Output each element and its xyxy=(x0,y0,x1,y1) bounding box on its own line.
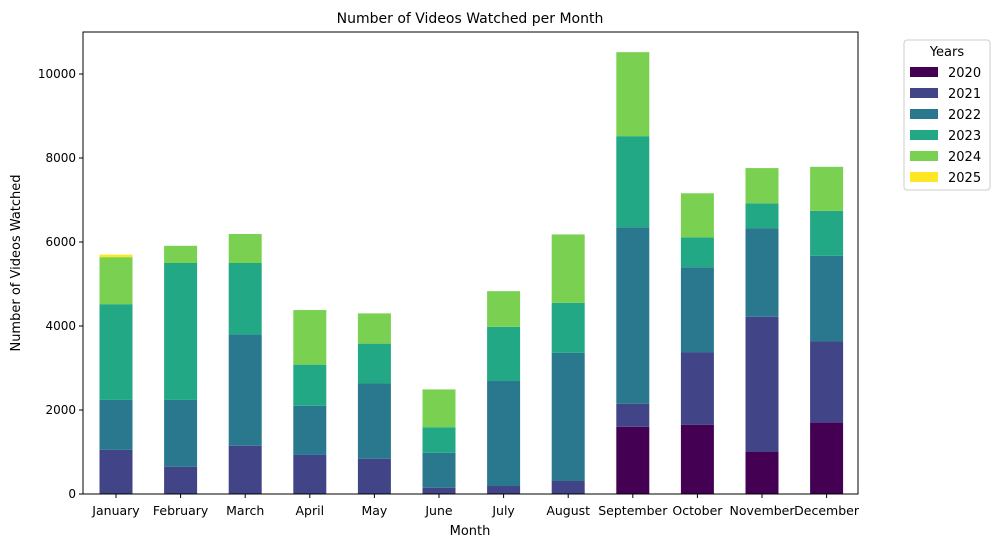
bar-segment-2020-september xyxy=(616,426,650,494)
legend-swatch-2020 xyxy=(910,67,938,77)
legend-swatch-2025 xyxy=(910,172,938,182)
bar-segment-2023-november xyxy=(745,203,779,229)
x-tick-label: October xyxy=(672,503,723,518)
bar-segment-2020-december xyxy=(810,422,844,494)
bar-segment-2023-july xyxy=(487,326,521,382)
bar-segment-2021-february xyxy=(164,466,198,494)
bar-segment-2024-january xyxy=(99,257,133,305)
bar-segment-2023-september xyxy=(616,136,650,228)
bar-segment-2025-january xyxy=(99,254,133,258)
bar-segment-2021-december xyxy=(810,341,844,423)
bar-segment-2023-february xyxy=(164,263,198,400)
y-tick-label: 2000 xyxy=(45,403,76,417)
y-tick-label: 0 xyxy=(68,487,76,501)
bar-segment-2022-june xyxy=(422,452,456,488)
bar-segment-2021-may xyxy=(357,458,391,494)
x-tick-label: December xyxy=(794,503,860,518)
plot-frame xyxy=(82,31,859,495)
legend-label-2021: 2021 xyxy=(948,87,981,102)
bar-segment-2024-february xyxy=(164,245,198,263)
bar-segment-2023-october xyxy=(680,237,714,268)
bar-segment-2024-november xyxy=(745,168,779,204)
legend-swatch-2024 xyxy=(910,151,938,161)
x-tick-label: February xyxy=(153,503,209,518)
chart-title: Number of Videos Watched per Month xyxy=(337,11,604,27)
bar-segment-2022-may xyxy=(357,383,391,459)
legend-label-2025: 2025 xyxy=(948,171,981,186)
x-tick-label: June xyxy=(424,503,453,518)
x-axis-label: Month xyxy=(450,524,491,539)
x-tick-label: July xyxy=(491,503,515,518)
x-tick-label: March xyxy=(226,503,264,518)
x-tick-label: January xyxy=(91,503,140,518)
legend-label-2022: 2022 xyxy=(948,108,981,123)
legend: Years 2020 2021 2022 2023 2024 2025 xyxy=(903,39,991,191)
y-tick-label: 6000 xyxy=(45,235,76,249)
bar-segment-2021-november xyxy=(745,316,779,452)
bar-segment-2023-march xyxy=(228,263,262,335)
bar-segment-2021-june xyxy=(422,487,456,494)
legend-label-2023: 2023 xyxy=(948,129,981,144)
bar-segment-2022-october xyxy=(680,267,714,353)
bar-segment-2022-january xyxy=(99,399,133,450)
legend-label-2020: 2020 xyxy=(948,66,981,81)
y-tick-label: 8000 xyxy=(45,151,76,165)
bar-segment-2022-december xyxy=(810,255,844,342)
bar-segment-2023-april xyxy=(293,364,327,406)
y-tick-label: 10000 xyxy=(38,67,76,81)
bar-segment-2021-march xyxy=(228,445,262,494)
legend-swatch-2021 xyxy=(910,88,938,98)
y-axis-label: Number of Videos Watched xyxy=(9,174,24,351)
bar-segment-2021-august xyxy=(551,480,585,494)
bar-segment-2021-april xyxy=(293,454,327,494)
bar-segment-2021-october xyxy=(680,352,714,425)
legend-label-2024: 2024 xyxy=(948,150,981,165)
legend-title: Years xyxy=(929,45,965,60)
x-tick-label: May xyxy=(361,503,387,518)
bar-segment-2023-august xyxy=(551,302,585,353)
x-tick-label: August xyxy=(546,503,590,518)
bar-segment-2020-october xyxy=(680,424,714,494)
bar-segment-2022-august xyxy=(551,352,585,481)
bar-segment-2023-may xyxy=(357,343,391,384)
bar-segment-2023-june xyxy=(422,427,456,453)
bar-segment-2022-february xyxy=(164,399,198,467)
bar-segment-2021-january xyxy=(99,449,133,494)
bar-segment-2022-november xyxy=(745,228,779,317)
bar-segment-2024-august xyxy=(551,234,585,303)
x-tick-label: September xyxy=(598,503,668,518)
bar-segment-2024-march xyxy=(228,234,262,263)
x-axis: January February March April May June July Augu… xyxy=(91,494,860,518)
bar-segment-2023-december xyxy=(810,210,844,256)
y-axis: 0 2000 4000 6000 8000 10000 xyxy=(38,67,83,501)
bar-segment-2021-july xyxy=(487,486,521,494)
x-tick-label: April xyxy=(296,503,325,518)
bar-segment-2024-june xyxy=(422,389,456,428)
bar-segment-2023-january xyxy=(99,304,133,400)
bar-segment-2022-september xyxy=(616,227,650,404)
bar-segment-2022-april xyxy=(293,405,327,455)
bars-layer xyxy=(99,52,844,494)
bar-segment-2020-november xyxy=(745,452,779,494)
bar-segment-2024-july xyxy=(487,291,521,327)
bar-segment-2021-september xyxy=(616,403,650,427)
y-tick-label: 4000 xyxy=(45,319,76,333)
bar-segment-2024-september xyxy=(616,52,650,137)
bar-segment-2024-december xyxy=(810,166,844,211)
bar-segment-2024-october xyxy=(680,193,714,238)
bar-segment-2022-march xyxy=(228,334,262,446)
x-tick-label: November xyxy=(729,503,795,518)
bar-segment-2024-april xyxy=(293,310,327,365)
bar-segment-2024-may xyxy=(357,313,391,344)
bar-segment-2022-july xyxy=(487,381,521,487)
legend-swatch-2023 xyxy=(910,130,938,140)
legend-swatch-2022 xyxy=(910,109,938,119)
